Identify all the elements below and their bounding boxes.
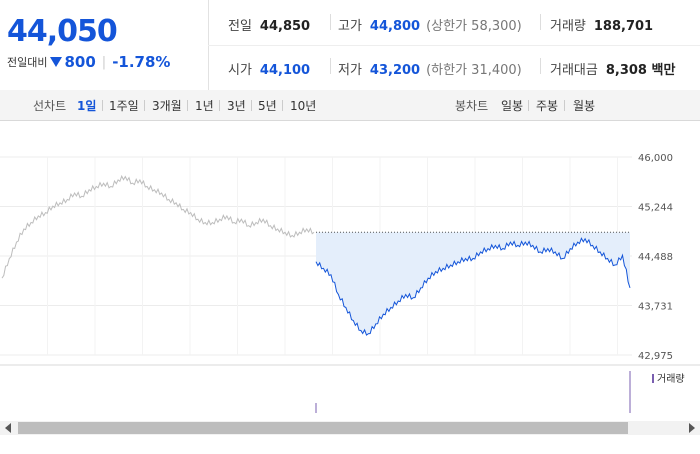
period-1y[interactable]: 1년: [195, 99, 214, 113]
y-tick-label: 46,000: [638, 153, 673, 164]
line-chart-label: 선차트: [33, 99, 67, 113]
period-bar: 선차트 1일 1주일 3개월 1년 3년 5년 10년 봉차트 일봉 주봉 월봉: [0, 90, 700, 121]
candle-weekly[interactable]: 주봉: [536, 99, 559, 113]
y-tick-label: 45,244: [638, 203, 673, 214]
candle-daily[interactable]: 일봉: [501, 99, 524, 113]
change-value: 800: [64, 53, 96, 71]
stat-divider: [540, 58, 541, 74]
current-price-box: 44,050 전일대비 800 | -1.78%: [0, 0, 209, 90]
change-separator: |: [101, 54, 107, 70]
period-divider: [187, 100, 188, 111]
stat-label: 저가: [338, 63, 362, 78]
change-percent: -1.78%: [112, 53, 171, 71]
period-10y[interactable]: 10년: [290, 99, 317, 113]
stock-summary: 44,050 전일대비 800 | -1.78% 전일 44,850 고가 44,8…: [0, 0, 700, 91]
current-price: 44,050: [7, 14, 118, 49]
stat-value: 43,200: [369, 63, 421, 78]
period-3m[interactable]: 3개월: [152, 99, 182, 113]
scroll-left-arrow-icon[interactable]: [5, 423, 11, 433]
stat-value: 188,701: [593, 19, 654, 34]
stat-open: 시가 44,100: [228, 59, 310, 78]
stat-label: 고가: [338, 19, 362, 34]
period-divider: [282, 100, 283, 111]
period-divider: [528, 100, 529, 111]
scroll-right-arrow-icon[interactable]: [689, 423, 695, 433]
stat-low: 저가 43,200 (하한가 31,400): [338, 59, 522, 78]
stat-label: 전일: [228, 19, 252, 34]
volume-legend-swatch: [652, 374, 654, 383]
previous-day-line: [1, 174, 315, 279]
period-1w[interactable]: 1주일: [109, 99, 139, 113]
stat-value: 44,100: [259, 63, 311, 78]
period-divider: [219, 100, 220, 111]
stat-label: 거래대금: [550, 63, 598, 78]
period-3y[interactable]: 3년: [227, 99, 246, 113]
stat-high: 고가 44,800 (상한가 58,300): [338, 15, 522, 34]
change-label: 전일대비: [7, 56, 48, 69]
candle-chart-label: 봉차트: [455, 99, 489, 113]
period-5y[interactable]: 5년: [258, 99, 277, 113]
y-tick-label: 43,731: [638, 302, 673, 313]
stat-divider: [330, 14, 331, 30]
stats-grid: 전일 44,850 고가 44,800 (상한가 58,300) 거래량 188,701…: [208, 0, 700, 90]
scrollbar-thumb[interactable]: [18, 422, 628, 434]
period-divider: [102, 100, 103, 111]
y-tick-label: 42,975: [638, 351, 673, 362]
period-1d[interactable]: 1일: [77, 99, 97, 113]
candle-monthly[interactable]: 월봉: [573, 99, 596, 113]
stats-row-divider: [208, 45, 700, 46]
stat-sub: (상한가 58,300): [426, 19, 522, 34]
stat-label: 시가: [228, 63, 252, 78]
y-axis-ticks: 46,000 45,244 44,488 43,731 42,975: [638, 153, 673, 362]
period-divider: [144, 100, 145, 111]
change-row: 전일대비 800 | -1.78%: [7, 53, 170, 71]
stat-divider: [540, 14, 541, 30]
period-divider: [251, 100, 252, 111]
stat-prev-close: 전일 44,850: [228, 15, 310, 34]
chart-canvas: 46,000 45,244 44,488 43,731 42,975 거래량: [0, 153, 700, 435]
stat-divider: [330, 58, 331, 74]
stat-value: 8,308 백만: [605, 63, 676, 78]
down-arrow-icon: [50, 57, 63, 67]
stat-sub: (하한가 31,400): [426, 63, 522, 78]
reference-fill: [316, 232, 630, 336]
stat-trade-value: 거래대금 8,308 백만: [550, 59, 675, 78]
period-divider: [564, 100, 565, 111]
stat-label: 거래량: [550, 19, 586, 34]
stat-value: 44,850: [259, 19, 311, 34]
stat-value: 44,800: [369, 19, 421, 34]
stat-volume: 거래량 188,701: [550, 15, 653, 34]
volume-legend-label: 거래량: [657, 373, 685, 385]
today-price-line: [315, 237, 631, 336]
intraday-chart: 46,000 45,244 44,488 43,731 42,975 거래량: [0, 121, 700, 450]
y-tick-label: 44,488: [638, 252, 673, 263]
